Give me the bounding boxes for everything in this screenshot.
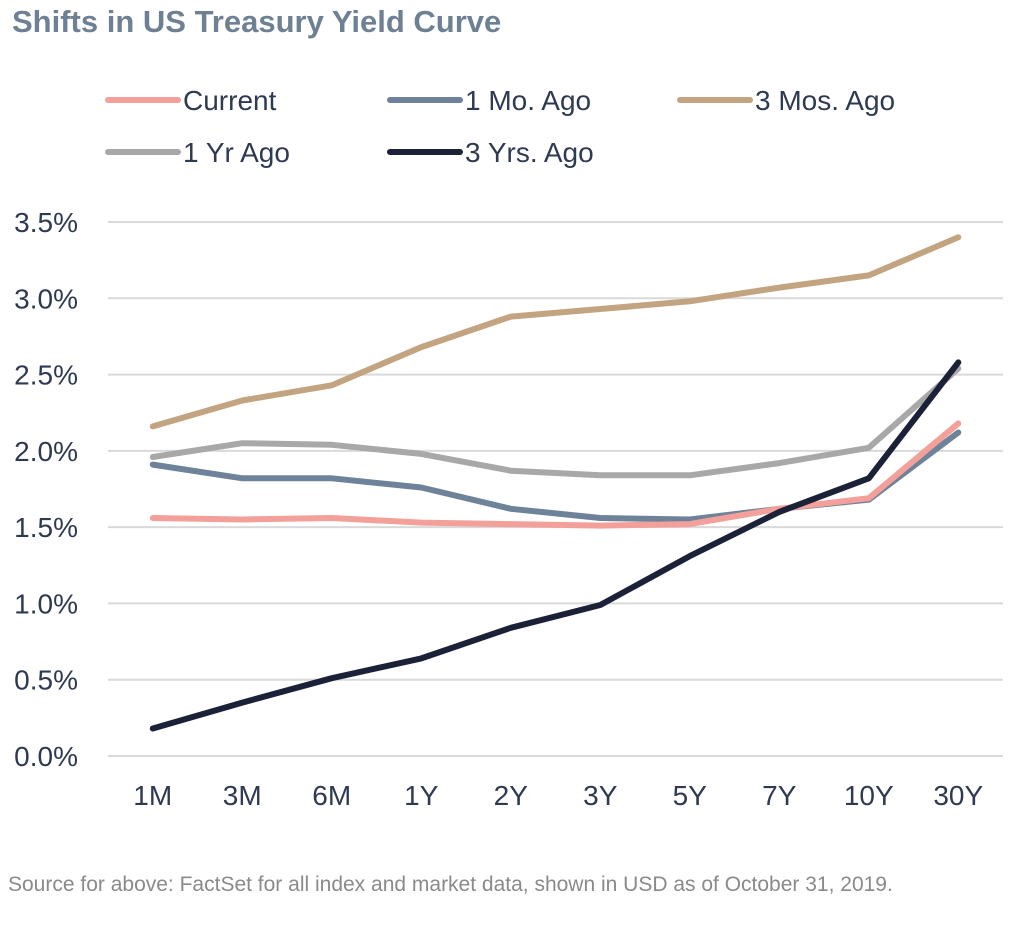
y-tick-label: 0.0% (14, 741, 78, 772)
x-tick-label: 6M (312, 780, 351, 811)
series-line-current (149, 420, 962, 529)
legend-label: 3 Yrs. Ago (465, 137, 594, 168)
legend-item: 1 Mo. Ago (387, 85, 591, 116)
legend-label: 3 Mos. Ago (755, 85, 895, 116)
x-tick-label: 2Y (494, 780, 529, 811)
y-tick-label: 3.0% (14, 283, 78, 314)
y-tick-label: 2.5% (14, 360, 78, 391)
gridlines (108, 221, 1003, 757)
series-line-3-mos-ago (149, 234, 962, 430)
series-line-3-yrs-ago (149, 359, 962, 732)
y-axis-ticks: 0.0% 0.5% 1.0% 1.5% 2.0% 2.5% 3.0% 3.5% (14, 207, 78, 772)
y-tick-label: 1.0% (14, 588, 78, 619)
legend-label: Current (183, 85, 277, 116)
series-line-1-yr-ago (149, 365, 962, 479)
source-note: Source for above: FactSet for all index … (8, 873, 893, 896)
legend: Current 1 Mo. Ago 3 Mos. Ago 1 Yr Ago 3 Yrs.… (105, 85, 895, 168)
legend-item: Current (105, 85, 277, 116)
y-tick-label: 3.5% (14, 207, 78, 238)
chart-title: Shifts in US Treasury Yield Curve (12, 4, 502, 39)
legend-label: 1 Yr Ago (183, 137, 290, 168)
x-tick-label: 30Y (933, 780, 983, 811)
legend-item: 3 Mos. Ago (677, 85, 895, 116)
x-tick-label: 1M (133, 780, 172, 811)
x-tick-label: 5Y (673, 780, 708, 811)
x-axis-ticks: 1M 3M 6M 1Y 2Y 3Y 5Y 7Y 10Y 30Y (133, 780, 983, 811)
x-tick-label: 1Y (404, 780, 439, 811)
x-tick-label: 3Y (583, 780, 618, 811)
yield-curve-chart: Current 1 Mo. Ago 3 Mos. Ago 1 Yr Ago 3 Yrs.… (14, 85, 1003, 811)
x-tick-label: 3M (223, 780, 262, 811)
legend-label: 1 Mo. Ago (465, 85, 591, 116)
x-tick-label: 10Y (844, 780, 894, 811)
series-lines (149, 234, 962, 732)
legend-item: 1 Yr Ago (105, 137, 290, 168)
y-tick-label: 1.5% (14, 512, 78, 543)
legend-item: 3 Yrs. Ago (387, 137, 594, 168)
x-tick-label: 7Y (762, 780, 797, 811)
y-tick-label: 0.5% (14, 665, 78, 696)
y-tick-label: 2.0% (14, 436, 78, 467)
